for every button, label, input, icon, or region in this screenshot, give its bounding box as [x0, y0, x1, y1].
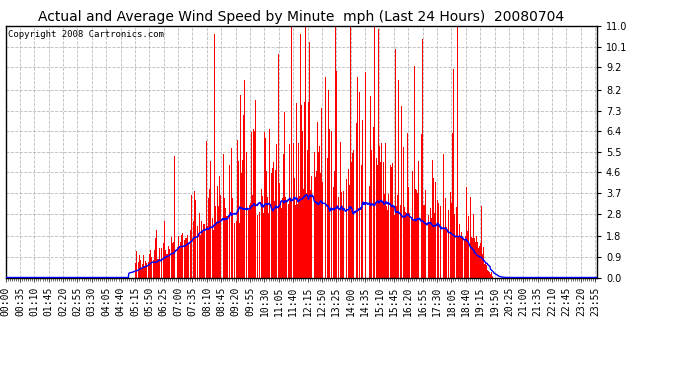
Title: Actual and Average Wind Speed by Minute  mph (Last 24 Hours)  20080704: Actual and Average Wind Speed by Minute … — [38, 10, 564, 24]
Text: Copyright 2008 Cartronics.com: Copyright 2008 Cartronics.com — [8, 30, 164, 39]
